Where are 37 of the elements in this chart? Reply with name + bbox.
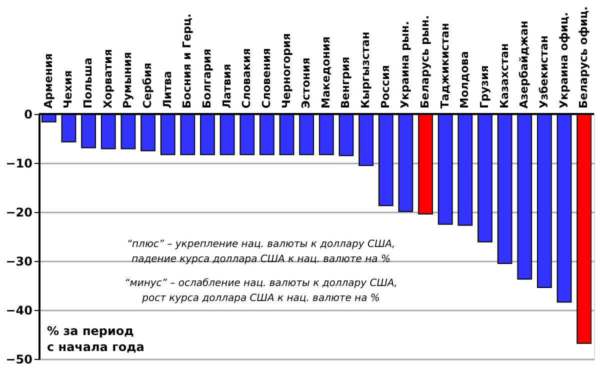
x-tick-label: Грузия xyxy=(478,65,491,108)
x-tick-label: Хорватия xyxy=(101,49,114,108)
y-tick-label: −40 xyxy=(6,304,32,318)
x-tick-label: Словакия xyxy=(240,48,254,108)
x-tick-label: Россия xyxy=(378,65,392,108)
x-tick-label: Польша xyxy=(82,58,95,108)
x-tick-label: Литва xyxy=(160,70,174,108)
x-tick-label: Словения xyxy=(260,48,273,108)
x-tick-label: Эстония xyxy=(300,58,313,108)
x-tick-label: Таджикистан xyxy=(438,22,452,108)
x-tick-label: Беларусь рын. xyxy=(418,15,432,108)
x-tick-label: Венгрия xyxy=(339,56,352,108)
x-tick-label: Румыния xyxy=(121,52,134,108)
x-tick-label: Кыргызстан xyxy=(359,32,372,108)
y-tick-label: −30 xyxy=(6,254,32,268)
x-tick-label: Сербия xyxy=(141,62,154,108)
x-tick-label: Армения xyxy=(42,53,55,108)
x-tick-label: Узбекистан xyxy=(537,35,550,108)
x-tick-label: Босния и Герц. xyxy=(180,14,194,108)
y-tick-label: −50 xyxy=(6,352,32,366)
x-tick-label: Украина рын. xyxy=(398,21,412,108)
x-tick-label: Чехия xyxy=(62,70,75,108)
x-tick-label: Македония xyxy=(319,36,332,108)
x-tick-label: Болгария xyxy=(200,48,214,108)
x-tick-label: Беларусь офиц. xyxy=(577,6,590,108)
x-tick-label: Молдова xyxy=(458,51,472,108)
y-axis-title: % за период с начала года xyxy=(47,324,144,354)
x-tick-label: Украина офиц. xyxy=(557,12,570,108)
x-tick-label: Черногория xyxy=(280,33,293,108)
annotation: “минус” – ослабление нац. валюты к доллару США, рост курса доллара США к нац. валюте на % xyxy=(124,278,398,304)
annotation: “плюс” – укрепление нац. валюты к доллару США, падение курса доллара США к нац. валюте на % xyxy=(126,238,396,265)
x-tick-label: Казахстан xyxy=(498,43,511,108)
x-tick-label: Азербайджан xyxy=(518,20,531,108)
y-tick-label: −10 xyxy=(6,156,32,170)
y-tick-label: −20 xyxy=(6,206,32,220)
x-tick-label: Латвия xyxy=(220,64,234,108)
y-tick-label: 0 xyxy=(24,108,32,122)
